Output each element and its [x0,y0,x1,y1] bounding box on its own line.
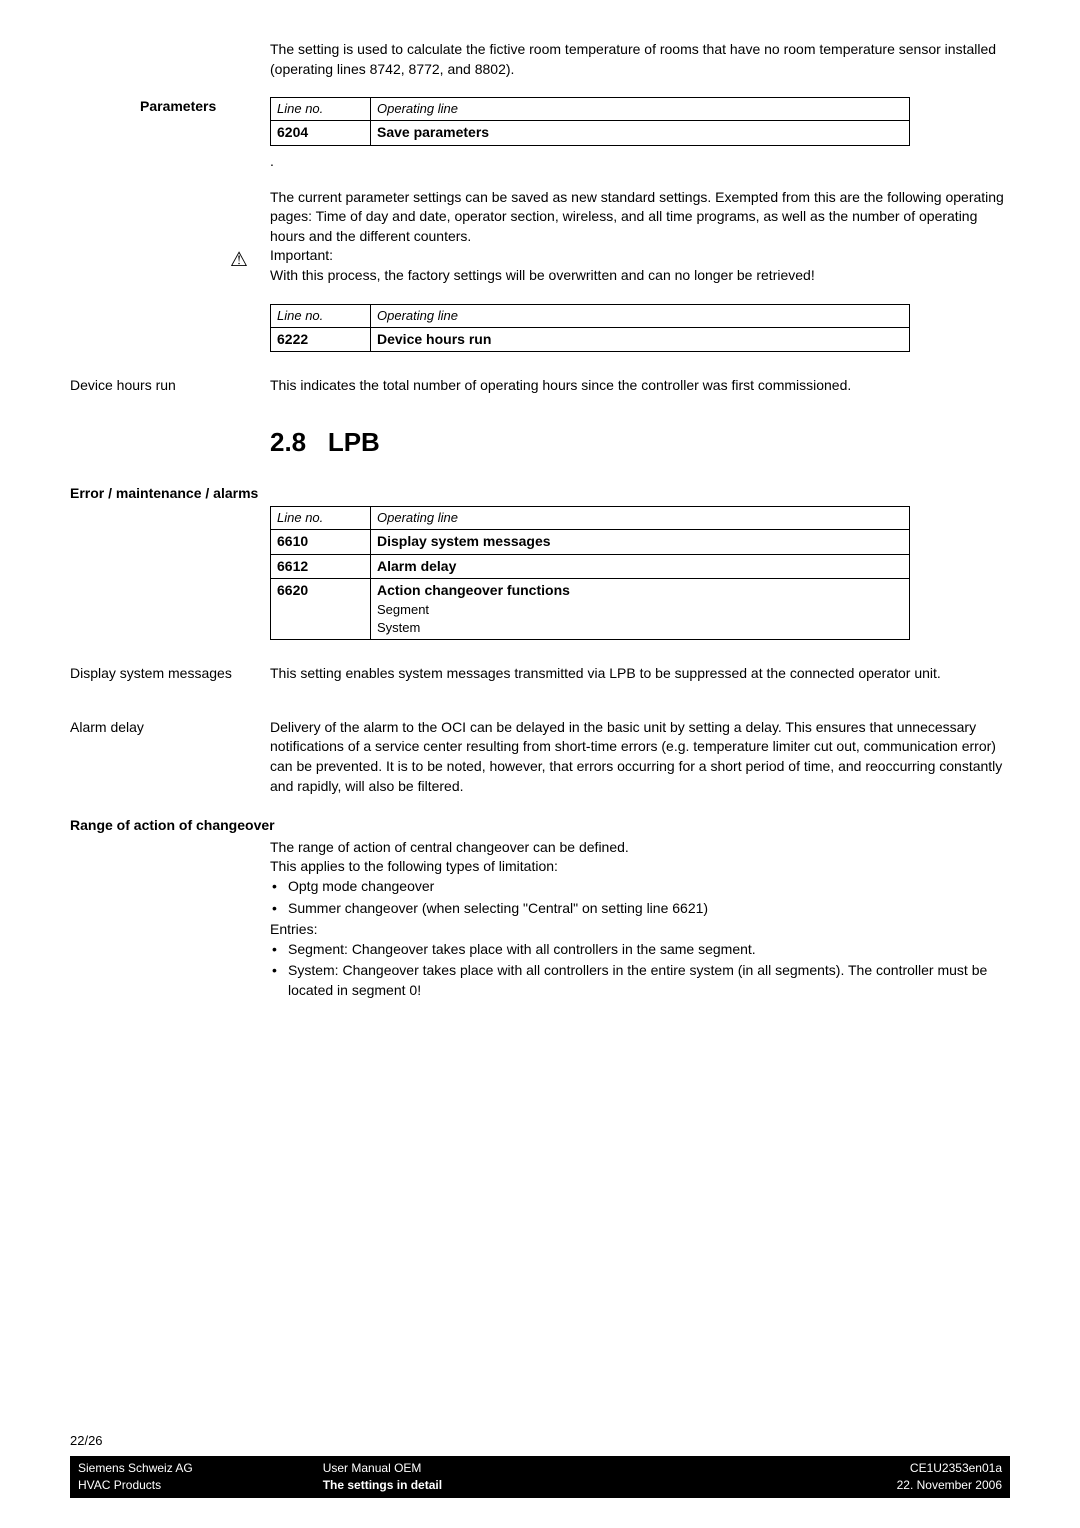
important-text: With this process, the factory settings … [270,266,1010,286]
footer-center1: User Manual OEM [323,1460,897,1477]
section-number: 2.8 [270,427,306,457]
section-heading: 2.8 LPB [270,424,1010,460]
dot: . [270,152,1010,172]
em-col1-header: Line no. [271,506,371,529]
table1-lineno: 6204 [271,121,371,146]
table2-col2-header: Operating line [371,304,910,327]
important-label: Important: [270,246,1010,266]
error-maint-heading: Error / maintenance / alarms [70,484,1010,504]
alarm-delay-heading: Alarm delay [70,718,144,738]
em-r3-cell: Action changeover functions Segment Syst… [371,579,910,640]
table2-col1-header: Line no. [271,304,371,327]
page-footer: 22/26 Siemens Schweiz AG HVAC Products U… [70,1432,1010,1498]
em-r1-no: 6610 [271,530,371,555]
em-r2-no: 6612 [271,554,371,579]
table2-lineno: 6222 [271,327,371,352]
parameters-table-1: Line no. Operating line 6204 Save parame… [270,97,910,146]
em-r3-sub1: Segment [377,601,903,619]
warning-icon: ⚠ [230,246,248,274]
em-r2-op: Alarm delay [371,554,910,579]
alarm-delay-text: Delivery of the alarm to the OCI can be … [270,718,1010,796]
range-bullet-4: System: Changeover takes place with all … [270,961,1010,1000]
range-bullet-2: Summer changeover (when selecting "Centr… [270,899,1010,919]
parameters-table-2: Line no. Operating line 6222 Device hour… [270,304,910,353]
footer-left2: HVAC Products [78,1477,193,1494]
table1-col1-header: Line no. [271,98,371,121]
display-msgs-heading: Display system messages [70,664,232,684]
device-hours-heading: Device hours run [70,376,176,396]
table1-col2-header: Operating line [371,98,910,121]
footer-center2: The settings in detail [323,1477,897,1494]
device-hours-text: This indicates the total number of opera… [270,376,1010,396]
parameters-para1: The current parameter settings can be sa… [270,188,1010,247]
error-maint-table: Line no. Operating line 6610 Display sys… [270,506,910,640]
table2-opline: Device hours run [371,327,910,352]
page-number: 22/26 [70,1432,1010,1450]
range-entries: Entries: [270,920,1010,940]
em-r3-op: Action changeover functions [377,581,903,601]
em-r3-sub2: System [377,619,903,637]
section-title: LPB [328,427,380,457]
parameters-heading: Parameters [140,97,216,117]
range-p2: This applies to the following types of l… [270,857,1010,877]
range-bullet-3: Segment: Changeover takes place with all… [270,940,1010,960]
footer-right2: 22. November 2006 [897,1477,1002,1494]
range-bullet-1: Optg mode changeover [270,877,1010,897]
intro-text: The setting is used to calculate the fic… [270,40,1010,79]
em-col2-header: Operating line [371,506,910,529]
em-r3-no: 6620 [271,579,371,640]
range-heading: Range of action of changeover [70,816,1010,836]
footer-right1: CE1U2353en01a [897,1460,1002,1477]
em-r1-op: Display system messages [371,530,910,555]
display-msgs-text: This setting enables system messages tra… [270,664,1010,684]
range-p1: The range of action of central changeove… [270,838,1010,858]
footer-left1: Siemens Schweiz AG [78,1460,193,1477]
table1-opline: Save parameters [371,121,910,146]
